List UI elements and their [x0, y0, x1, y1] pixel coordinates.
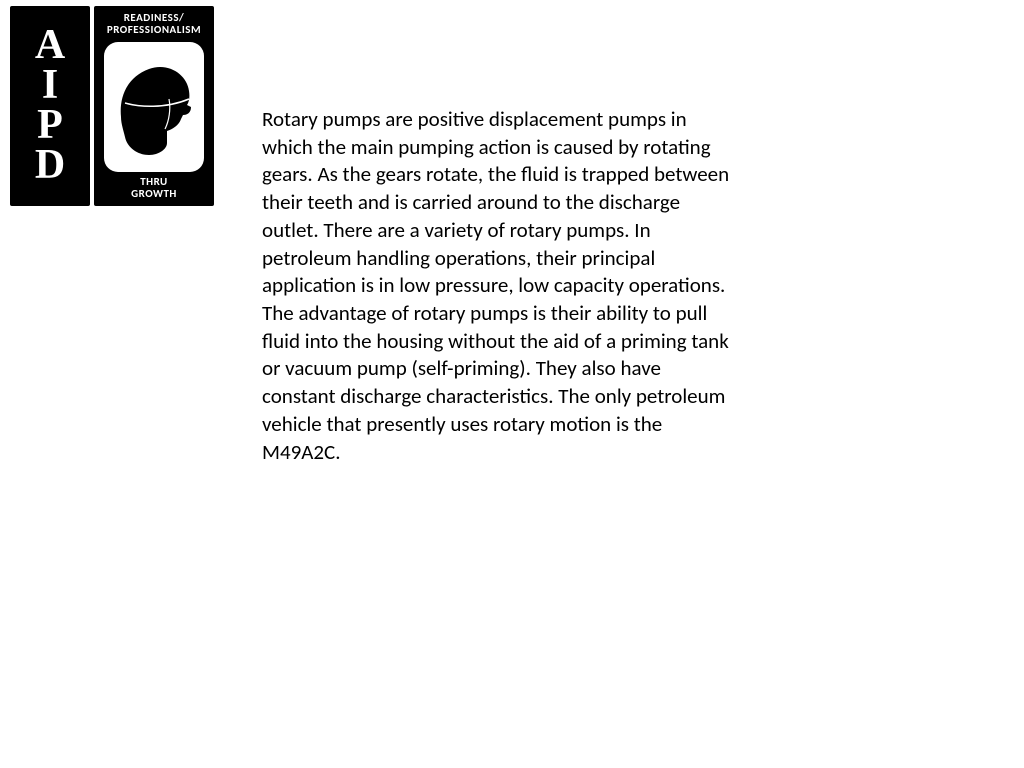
- soldier-helmet-icon: [109, 47, 199, 167]
- logo-letter-d: D: [35, 146, 65, 186]
- logo-bottom-text: THRU GROWTH: [131, 176, 177, 200]
- logo-group: A I P D READINESS/ PROFESSIONALISM THRU …: [10, 6, 214, 206]
- logo-top-text: READINESS/ PROFESSIONALISM: [107, 12, 201, 36]
- logo-letter-p: P: [37, 106, 63, 146]
- logo-badge: READINESS/ PROFESSIONALISM THRU GROWTH: [94, 6, 214, 206]
- body-text: Rotary pumps are positive displacement p…: [262, 106, 738, 466]
- helmet-box: [104, 42, 204, 172]
- logo-aipd: A I P D: [10, 6, 90, 206]
- logo-letter-i: I: [42, 66, 58, 106]
- logo-letter-a: A: [35, 26, 65, 66]
- logo-bottom-line2: GROWTH: [131, 188, 177, 200]
- logo-top-line2: PROFESSIONALISM: [107, 24, 201, 36]
